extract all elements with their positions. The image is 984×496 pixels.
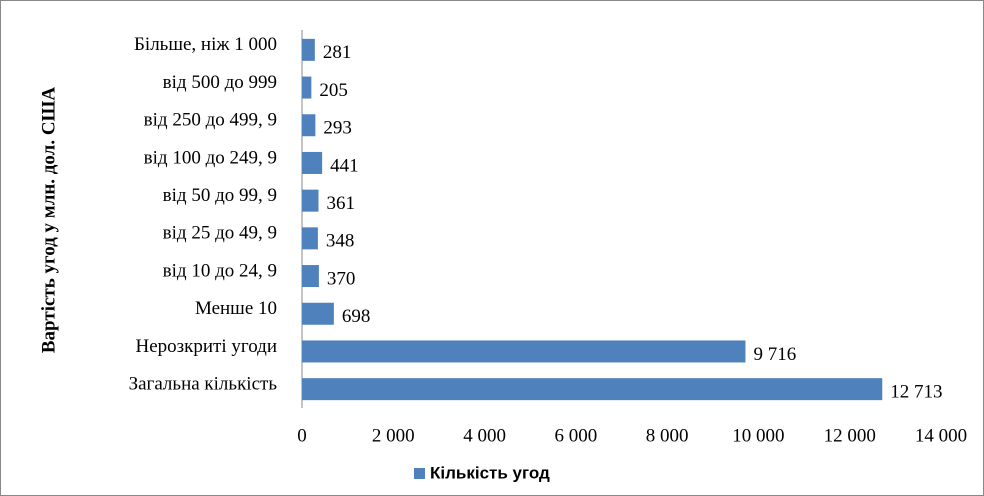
bar (302, 38, 315, 61)
value-label: 12 713 (890, 382, 942, 403)
y-tick-label: від 50 до 99, 9 (163, 185, 277, 206)
y-tick-label: від 100 до 249, 9 (144, 147, 277, 168)
x-tick-label: 6 000 (554, 425, 597, 446)
value-label: 348 (326, 231, 355, 252)
y-axis-label: Вартість угод у млн. дол. США (38, 87, 59, 354)
y-tick-label: від 25 до 49, 9 (163, 223, 277, 244)
bar (302, 189, 319, 212)
x-tick-label: 14 000 (915, 425, 967, 446)
bar (302, 378, 883, 401)
y-tick-label: Нерозкриті угоди (136, 336, 278, 357)
bar (302, 340, 746, 363)
legend-swatch (414, 468, 425, 479)
y-tick-label: Менше 10 (195, 298, 277, 319)
value-label: 441 (330, 155, 359, 176)
bar (302, 227, 318, 250)
x-tick-label: 12 000 (824, 425, 876, 446)
y-tick-label: Більше, ніж 1 000 (134, 34, 277, 55)
x-tick-label: 4 000 (463, 425, 506, 446)
value-label: 9 716 (753, 344, 796, 365)
y-tick-label: Загальна кількість (129, 374, 278, 395)
value-label: 370 (327, 268, 356, 289)
bar (302, 302, 334, 325)
x-tick-label: 8 000 (646, 425, 689, 446)
x-tick-label: 0 (297, 425, 307, 446)
legend-label: Кількість угод (430, 463, 550, 482)
y-tick-label: від 250 до 499, 9 (144, 110, 277, 131)
x-tick-label: 2 000 (372, 425, 415, 446)
value-label: 205 (319, 80, 348, 101)
bar (302, 265, 319, 288)
bar (302, 114, 316, 137)
x-tick-label: 10 000 (732, 425, 784, 446)
value-label: 361 (326, 193, 355, 214)
y-tick-label: від 10 до 24, 9 (163, 260, 277, 281)
bar (302, 151, 323, 174)
value-label: 293 (323, 118, 352, 139)
value-label: 698 (342, 306, 371, 327)
bar (302, 76, 312, 99)
value-label: 281 (323, 42, 352, 63)
y-tick-label: від 500 до 999 (163, 72, 277, 93)
